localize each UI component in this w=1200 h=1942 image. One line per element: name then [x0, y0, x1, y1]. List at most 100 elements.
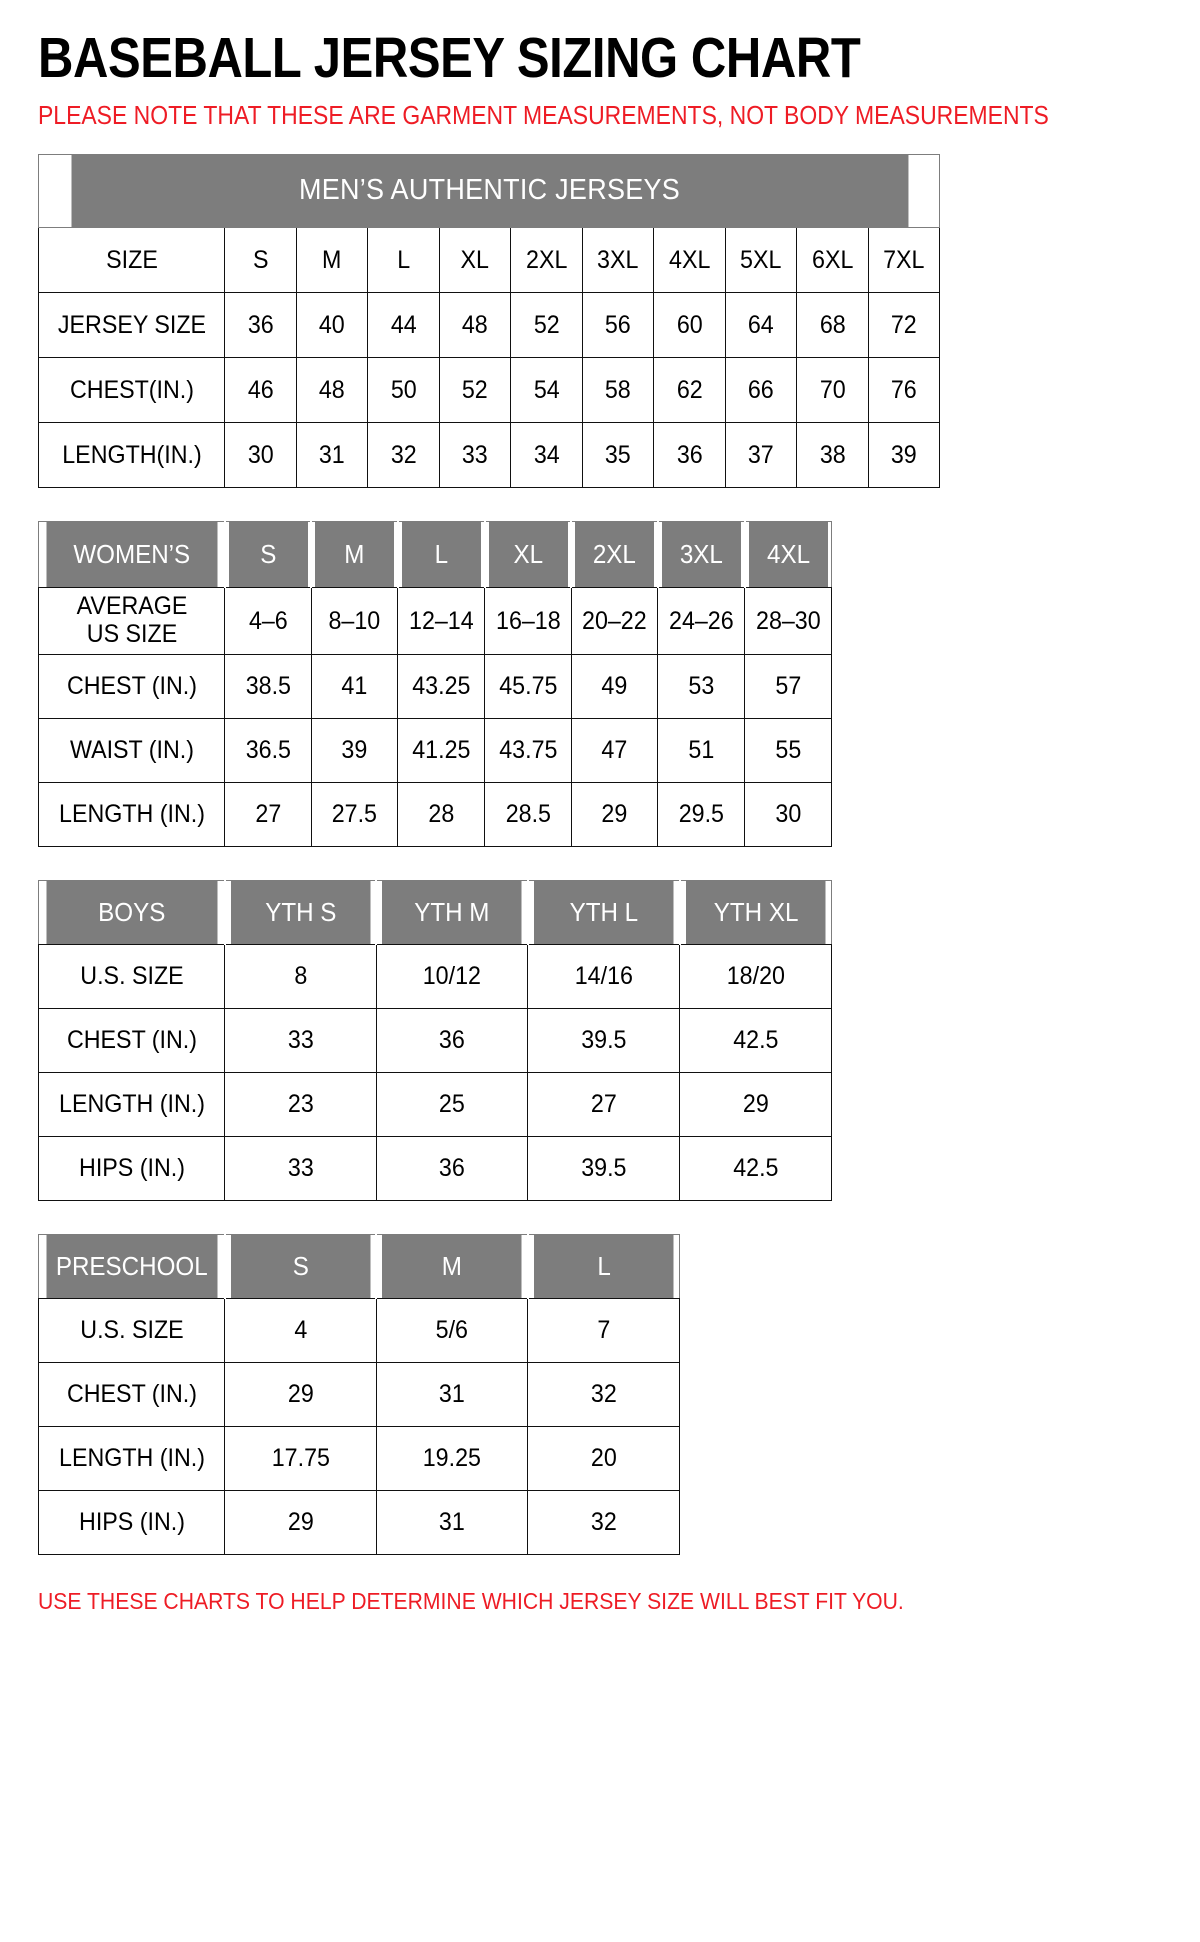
table-row: AVERAGE US SIZE 4–6 8–10 12–14 16–18 20–… [39, 586, 832, 655]
cell: 30 [226, 421, 294, 488]
row-label: CHEST(IN.) [44, 356, 219, 423]
cell: 28–30 [747, 586, 829, 655]
table-header-row: WOMEN’S S M L XL 2XL 3XL 4XL [39, 520, 832, 588]
cell: 42.5 [684, 1135, 827, 1201]
table-row: HIPS (IN.) 29 31 32 [39, 1489, 680, 1555]
mens-col-xl: XL [441, 226, 509, 293]
cell: 7 [532, 1297, 675, 1363]
boys-sizing-table: BOYS YTH S YTH M YTH L YTH XL U.S. SIZE … [38, 879, 832, 1201]
sizing-chart-page: BASEBALL JERSEY SIZING CHART PLEASE NOTE… [38, 26, 1049, 1614]
cell: 38.5 [227, 653, 309, 719]
cell: 25 [381, 1071, 524, 1137]
cell: 58 [584, 356, 652, 423]
mens-col-2xl: 2XL [512, 226, 580, 293]
mens-header-label: SIZE [44, 226, 219, 293]
cell: 36 [381, 1007, 524, 1073]
cell: 19.25 [381, 1425, 524, 1491]
row-label-line-1: AVERAGE [76, 592, 187, 621]
cell: 33 [229, 1135, 372, 1201]
womens-col-s: S [226, 520, 310, 588]
cell: 72 [870, 291, 938, 358]
table-row: LENGTH (IN.) 27 27.5 28 28.5 29 29.5 30 [39, 781, 832, 847]
cell: 48 [441, 291, 509, 358]
cell: 51 [660, 717, 743, 783]
cell: 45.75 [487, 653, 569, 719]
table-row: CHEST (IN.) 29 31 32 [39, 1361, 680, 1427]
cell: 39.5 [532, 1135, 675, 1201]
cell: 24–26 [660, 586, 743, 655]
cell: 56 [584, 291, 652, 358]
cell: 54 [512, 356, 580, 423]
cell: 30 [747, 781, 829, 847]
row-label: CHEST (IN.) [44, 1007, 219, 1073]
row-label: HIPS (IN.) [44, 1489, 219, 1555]
cell: 36 [655, 421, 723, 488]
womens-header-label: WOMEN’S [44, 520, 219, 588]
cell: 52 [512, 291, 580, 358]
cell: 62 [655, 356, 723, 423]
cell: 18/20 [684, 943, 827, 1009]
row-label: CHEST (IN.) [44, 1361, 219, 1427]
row-label: LENGTH (IN.) [44, 781, 219, 847]
cell: 50 [369, 356, 437, 423]
cell: 42.5 [684, 1007, 827, 1073]
table-row: LENGTH(IN.) 30 31 32 33 34 35 36 37 38 3… [39, 421, 940, 488]
mens-col-s: S [226, 226, 294, 293]
cell: 27.5 [313, 781, 396, 847]
cell: 31 [381, 1489, 524, 1555]
cell: 39.5 [532, 1007, 675, 1073]
cell: 36 [381, 1135, 524, 1201]
cell: 47 [573, 717, 656, 783]
table-row: U.S. SIZE 8 10/12 14/16 18/20 [39, 943, 832, 1009]
cell: 43.25 [400, 653, 482, 719]
cell: 4 [229, 1297, 372, 1363]
row-label: CHEST (IN.) [44, 653, 219, 719]
table-row: WAIST (IN.) 36.5 39 41.25 43.75 47 51 55 [39, 717, 832, 783]
mens-col-m: M [298, 226, 366, 293]
row-label: WAIST (IN.) [44, 717, 219, 783]
row-label: LENGTH (IN.) [44, 1425, 219, 1491]
cell: 36.5 [227, 717, 309, 783]
preschool-col-m: M [380, 1233, 524, 1299]
womens-col-2xl: 2XL [573, 520, 656, 588]
cell: 52 [441, 356, 509, 423]
boys-header-label: BOYS [44, 879, 219, 945]
cell: 33 [441, 421, 509, 488]
cell: 41 [313, 653, 396, 719]
preschool-col-s: S [228, 1233, 372, 1299]
cell: 4–6 [227, 586, 309, 655]
table-banner-row: MEN’S AUTHENTIC JERSEYS [39, 153, 940, 228]
mens-col-7xl: 7XL [870, 226, 938, 293]
cell: 64 [727, 291, 795, 358]
cell: 23 [229, 1071, 372, 1137]
table-row: JERSEY SIZE 36 40 44 48 52 56 60 64 68 7… [39, 291, 940, 358]
cell: 29 [684, 1071, 827, 1137]
cell: 17.75 [229, 1425, 372, 1491]
cell: 49 [573, 653, 656, 719]
cell: 31 [298, 421, 366, 488]
cell: 20–22 [573, 586, 656, 655]
cell: 38 [798, 421, 866, 488]
boys-col-yth-s: YTH S [228, 879, 372, 945]
mens-col-3xl: 3XL [584, 226, 652, 293]
cell: 32 [532, 1489, 675, 1555]
cell: 33 [229, 1007, 372, 1073]
cell: 68 [798, 291, 866, 358]
womens-col-3xl: 3XL [660, 520, 743, 588]
cell: 29 [229, 1361, 372, 1427]
preschool-header-label: PRESCHOOL [44, 1233, 219, 1299]
cell: 55 [747, 717, 829, 783]
cell: 39 [870, 421, 938, 488]
boys-col-yth-xl: YTH XL [683, 879, 827, 945]
cell: 35 [584, 421, 652, 488]
table-row: CHEST(IN.) 46 48 50 52 54 58 62 66 70 76 [39, 356, 940, 423]
cell: 32 [532, 1361, 675, 1427]
cell: 32 [369, 421, 437, 488]
row-label: U.S. SIZE [44, 943, 219, 1009]
table-header-row: BOYS YTH S YTH M YTH L YTH XL [39, 879, 832, 945]
mens-col-l: L [369, 226, 437, 293]
cell: 28.5 [487, 781, 569, 847]
cell: 70 [798, 356, 866, 423]
garment-measurement-note: PLEASE NOTE THAT THESE ARE GARMENT MEASU… [38, 102, 1049, 130]
page-title: BASEBALL JERSEY SIZING CHART [38, 26, 861, 90]
